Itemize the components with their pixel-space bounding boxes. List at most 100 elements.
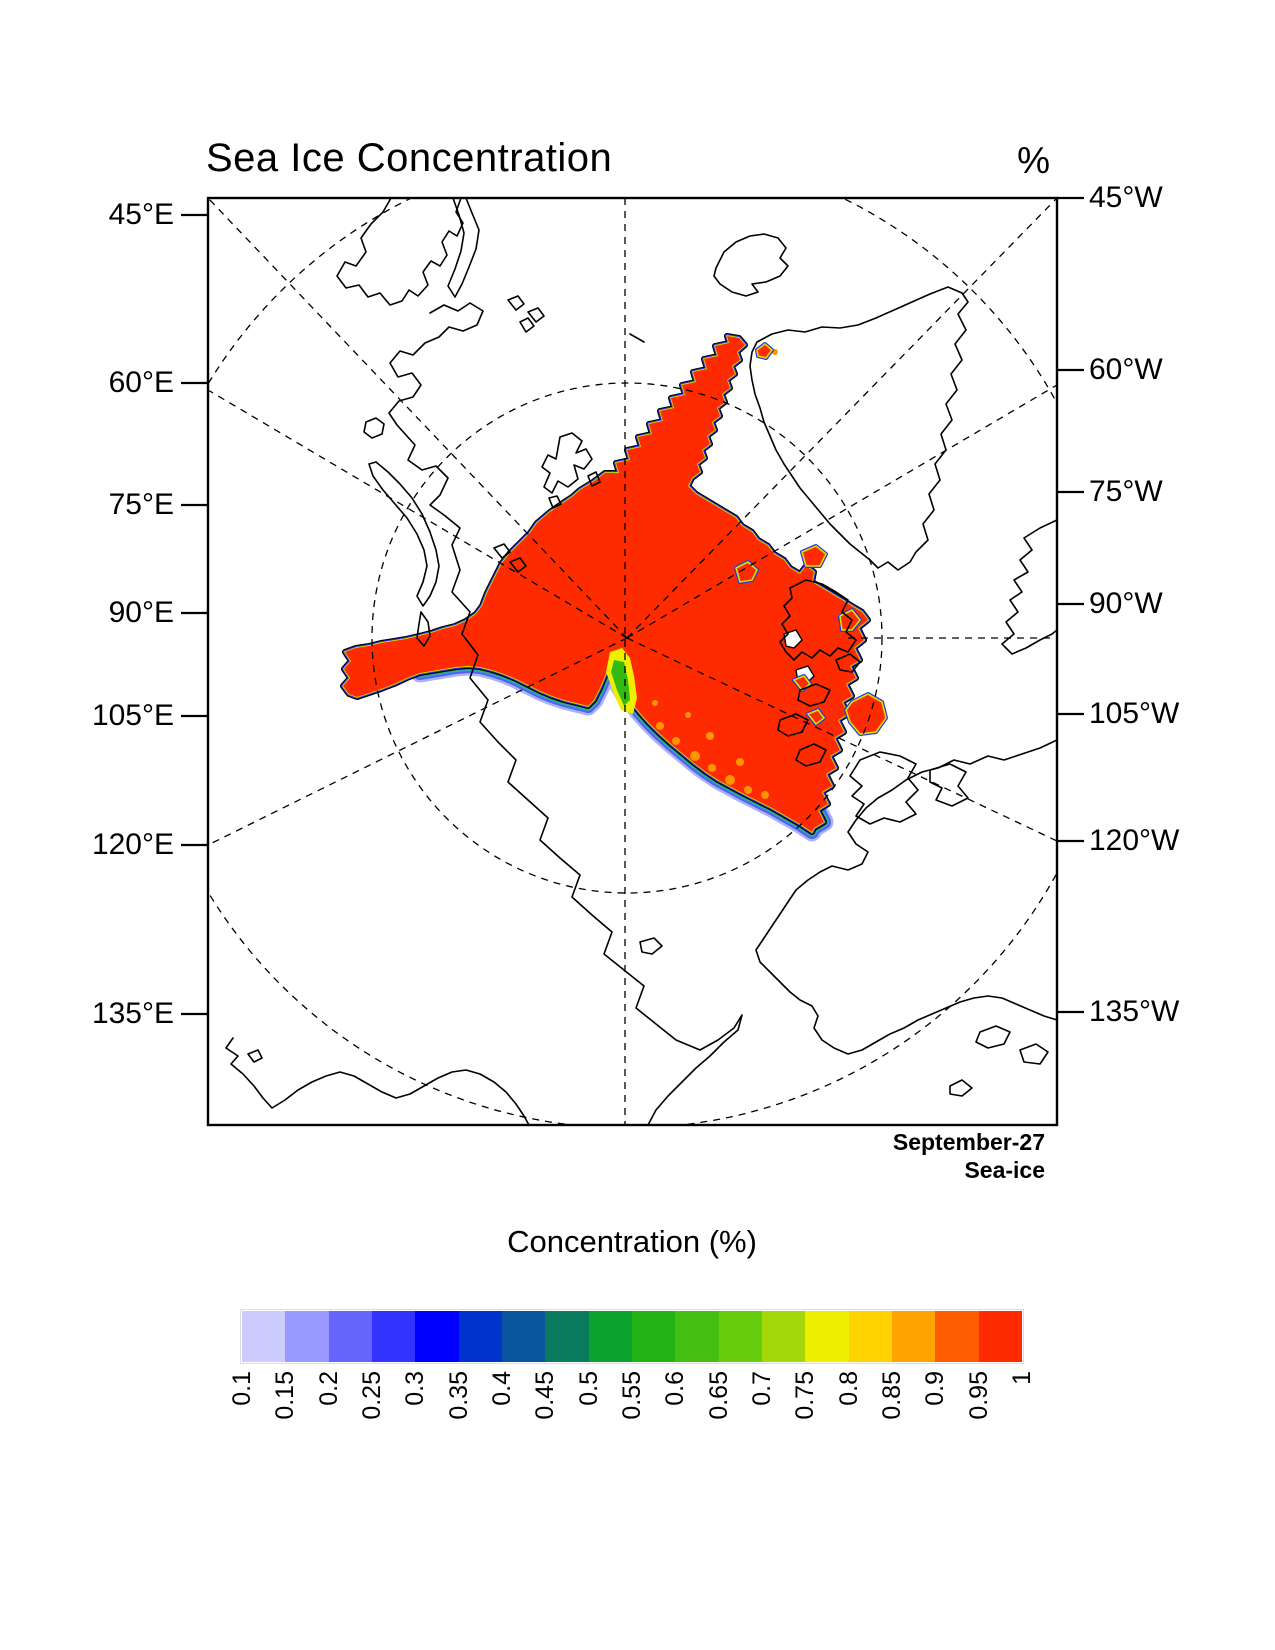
colorbar-cell-7 xyxy=(545,1311,590,1362)
ice-concentration-freckle xyxy=(706,732,714,740)
coastline xyxy=(548,495,562,509)
coastline xyxy=(713,233,789,297)
ice-concentration-freckle xyxy=(744,786,752,794)
colorbar-cell-12 xyxy=(762,1311,806,1362)
colorbar-tick-11: 0.65 xyxy=(704,1371,733,1420)
colorbar-cell-4 xyxy=(415,1311,460,1362)
colorbar-title: Concentration (%) xyxy=(507,1224,757,1259)
page-title: Sea Ice Concentration xyxy=(206,136,613,180)
meridian-label-east-3: 90°E xyxy=(108,596,174,629)
meridian-label-west-0: 45°W xyxy=(1089,181,1163,214)
graticule xyxy=(208,198,1057,1125)
units-label: % xyxy=(1017,140,1050,181)
colorbar-cell-16 xyxy=(935,1311,980,1362)
coastline xyxy=(779,579,857,661)
colorbar-cell-13 xyxy=(805,1311,850,1362)
meridian-label-west-3: 90°W xyxy=(1089,587,1163,620)
coastline xyxy=(629,333,645,343)
meridian-label-east-4: 105°E xyxy=(91,699,174,732)
map-interior xyxy=(208,198,1057,1125)
ice-concentration-freckle xyxy=(736,758,744,766)
coastline xyxy=(929,763,969,807)
colorbar-tick-12: 0.7 xyxy=(748,1371,776,1406)
ice-concentration-freckle xyxy=(725,775,735,785)
colorbar-cell-3 xyxy=(372,1311,416,1362)
meridian-label-east-5: 120°E xyxy=(91,828,174,861)
colorbar-cell-6 xyxy=(502,1311,546,1362)
colorbar-tick-15: 0.85 xyxy=(878,1371,906,1420)
colorbar-tick-2: 0.2 xyxy=(314,1371,343,1406)
colorbar-tick-5: 0.35 xyxy=(444,1371,473,1420)
ice-concentration-freckle xyxy=(690,751,700,761)
axis-ticks xyxy=(181,196,1084,1016)
colorbar-tick-8: 0.5 xyxy=(574,1371,603,1406)
coastline xyxy=(639,937,663,955)
coastline xyxy=(388,302,743,1125)
coastline xyxy=(368,461,440,607)
coastline xyxy=(835,653,861,673)
colorbar-cell-8 xyxy=(588,1311,633,1362)
colorbar-cell-2 xyxy=(328,1311,373,1362)
colorbar-cell-11 xyxy=(718,1311,763,1362)
coastline xyxy=(447,198,480,298)
colorbar-tick-17: 0.95 xyxy=(964,1371,993,1420)
meridian-label-east-6: 135°E xyxy=(91,997,174,1030)
colorbar-tick-14: 0.8 xyxy=(834,1371,863,1406)
coastline xyxy=(587,471,601,487)
coastline xyxy=(949,1079,973,1097)
coastline xyxy=(975,1025,1011,1049)
coastline xyxy=(509,557,527,573)
colorbar-tick-13: 0.75 xyxy=(791,1371,820,1420)
coastline xyxy=(1001,519,1057,655)
colorbar-tick-0: 0.1 xyxy=(228,1371,256,1406)
coastline xyxy=(363,417,385,439)
ice-concentration-freckle xyxy=(656,722,664,730)
meridian-label-east-0: 45°E xyxy=(108,198,174,231)
meridian-label-east-2: 75°E xyxy=(108,488,174,521)
coastline xyxy=(225,1037,530,1125)
coastline xyxy=(507,295,525,311)
colorbar-cell-9 xyxy=(632,1311,676,1362)
colorbar-cell-17 xyxy=(978,1311,1023,1362)
colorbar-cell-14 xyxy=(848,1311,893,1362)
coastline xyxy=(797,683,831,707)
colorbar-tick-18: 1 xyxy=(1008,1371,1036,1385)
colorbar-tick-1: 0.15 xyxy=(271,1371,300,1420)
colorbar-cell-1 xyxy=(285,1311,330,1362)
colorbar-cell-5 xyxy=(458,1311,503,1362)
colorbar-cell-0 xyxy=(242,1311,286,1362)
coastline xyxy=(777,713,809,737)
field-annotation: Sea-ice xyxy=(964,1157,1045,1183)
coastline xyxy=(519,317,535,333)
coastline xyxy=(749,286,969,571)
colorbar-tick-9: 0.55 xyxy=(618,1371,646,1420)
ice-concentration-freckle xyxy=(652,700,658,706)
colorbar-tick-7: 0.45 xyxy=(531,1371,560,1420)
coastline xyxy=(795,743,827,767)
coastline xyxy=(755,739,1057,1055)
colorbar-cell-15 xyxy=(892,1311,936,1362)
date-annotation: September-27 xyxy=(892,1129,1045,1155)
coastline xyxy=(493,543,511,559)
meridian-label-west-2: 75°W xyxy=(1089,475,1163,508)
colorbar-tick-10: 0.6 xyxy=(661,1371,690,1406)
meridian-label-west-4: 105°W xyxy=(1089,697,1180,730)
colorbar-tick-4: 0.3 xyxy=(401,1371,430,1406)
map-frame xyxy=(206,196,1059,1127)
ice-concentration-freckle xyxy=(761,791,769,799)
colorbar-tick-16: 0.9 xyxy=(921,1371,950,1406)
ice-concentration-freckle xyxy=(672,737,680,745)
ice-pack-region xyxy=(343,336,868,832)
coastline xyxy=(1019,1043,1049,1065)
meridian-label-east-1: 60°E xyxy=(108,366,174,399)
colorbar-tick-6: 0.4 xyxy=(488,1371,516,1406)
ice-concentration-freckle xyxy=(685,712,691,718)
coastline xyxy=(541,432,593,494)
coastline xyxy=(849,751,919,825)
meridian-label-west-1: 60°W xyxy=(1089,353,1163,386)
meridian-label-west-6: 135°W xyxy=(1089,995,1180,1028)
ice-concentration-freckle xyxy=(708,764,716,772)
coastline xyxy=(247,1049,263,1063)
